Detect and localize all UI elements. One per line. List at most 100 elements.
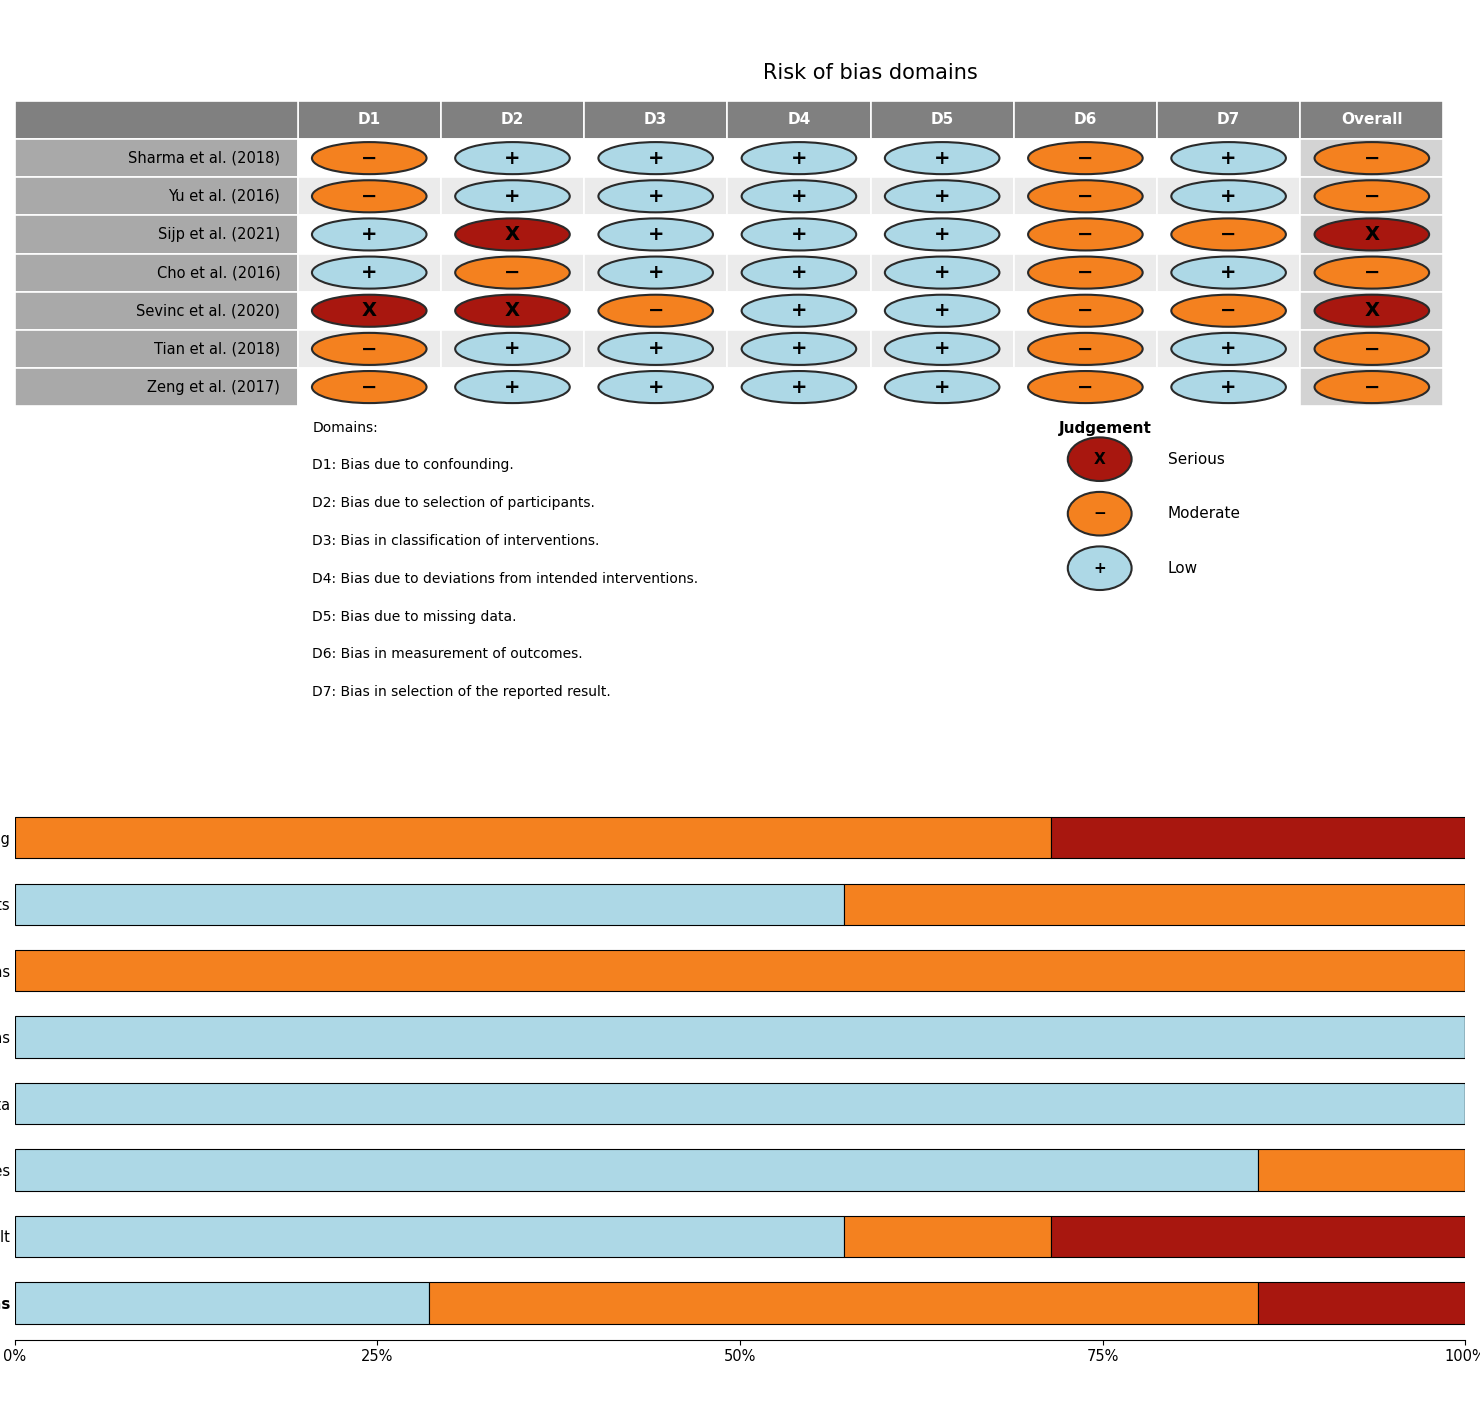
Text: Risk of bias domains: Risk of bias domains [764,63,978,83]
Bar [1014,368,1157,406]
Bar [585,101,727,140]
Bar [297,329,441,368]
Text: −: − [1077,378,1094,396]
Ellipse shape [885,142,999,174]
Text: X: X [505,301,519,321]
Text: +: + [934,378,950,396]
Bar [727,254,870,292]
Ellipse shape [312,142,426,174]
Text: −: − [361,187,377,205]
Text: Yu et al. (2016): Yu et al. (2016) [169,188,280,204]
Ellipse shape [312,370,426,403]
Bar [441,329,585,368]
Ellipse shape [741,142,857,174]
Bar [297,177,441,215]
Text: −: − [1077,301,1094,321]
Bar [870,140,1014,177]
Ellipse shape [1171,142,1286,174]
Ellipse shape [885,333,999,365]
Text: +: + [505,339,521,359]
Bar [15,1083,1465,1124]
Bar [1157,254,1301,292]
Ellipse shape [456,180,570,212]
Text: +: + [1221,187,1237,205]
Ellipse shape [1067,546,1132,590]
Bar [15,1282,429,1324]
Bar [585,254,727,292]
Text: −: − [361,378,377,396]
Ellipse shape [741,218,857,251]
Bar [15,950,1465,992]
Ellipse shape [312,218,426,251]
Text: D1: D1 [358,113,380,127]
Text: +: + [934,339,950,359]
Ellipse shape [1029,180,1143,212]
Text: +: + [647,187,665,205]
Text: +: + [790,187,807,205]
Text: −: − [1363,378,1379,396]
Bar [297,101,441,140]
Bar [585,368,727,406]
Text: +: + [790,148,807,168]
Bar [727,292,870,329]
Bar [15,1150,1258,1191]
Text: X: X [1365,225,1379,244]
Text: +: + [361,264,377,282]
Ellipse shape [885,256,999,289]
Text: X: X [505,225,519,244]
Text: +: + [934,148,950,168]
Ellipse shape [1029,256,1143,289]
Bar [1301,177,1443,215]
Text: −: − [1077,264,1094,282]
Bar [1157,292,1301,329]
Ellipse shape [741,295,857,326]
Text: D7: D7 [1217,113,1240,127]
Bar [297,215,441,254]
Bar [585,292,727,329]
Text: −: − [648,301,665,321]
Ellipse shape [1029,142,1143,174]
Text: −: − [1077,187,1094,205]
Ellipse shape [741,370,857,403]
Text: D5: Bias due to missing data.: D5: Bias due to missing data. [312,610,517,624]
Bar [1014,254,1157,292]
Text: D4: D4 [787,113,811,127]
Ellipse shape [1314,142,1430,174]
Ellipse shape [598,180,713,212]
Text: D2: D2 [500,113,524,127]
Bar [297,254,441,292]
Text: +: + [1221,339,1237,359]
Bar [1157,215,1301,254]
Bar [844,1216,1051,1257]
Ellipse shape [1314,180,1430,212]
Text: +: + [934,264,950,282]
Text: −: − [1077,225,1094,244]
Ellipse shape [312,333,426,365]
Bar [441,101,585,140]
Text: Cho et al. (2016): Cho et al. (2016) [157,265,280,281]
Bar [1014,177,1157,215]
Text: +: + [361,225,377,244]
Bar [1157,177,1301,215]
Bar [15,101,297,140]
Bar [727,140,870,177]
Bar [15,329,297,368]
Text: +: + [1094,560,1106,576]
Ellipse shape [598,333,713,365]
Text: −: − [1363,264,1379,282]
Text: Judgement: Judgement [1060,420,1151,436]
Bar [1301,254,1443,292]
Bar [870,368,1014,406]
Bar [1301,329,1443,368]
Bar [585,215,727,254]
Bar [297,368,441,406]
Bar [1014,101,1157,140]
Text: +: + [790,301,807,321]
Bar [15,1216,844,1257]
Text: X: X [1094,452,1106,467]
Bar [15,215,297,254]
Bar [727,177,870,215]
Text: +: + [1221,378,1237,396]
Bar [1014,329,1157,368]
Bar [727,368,870,406]
